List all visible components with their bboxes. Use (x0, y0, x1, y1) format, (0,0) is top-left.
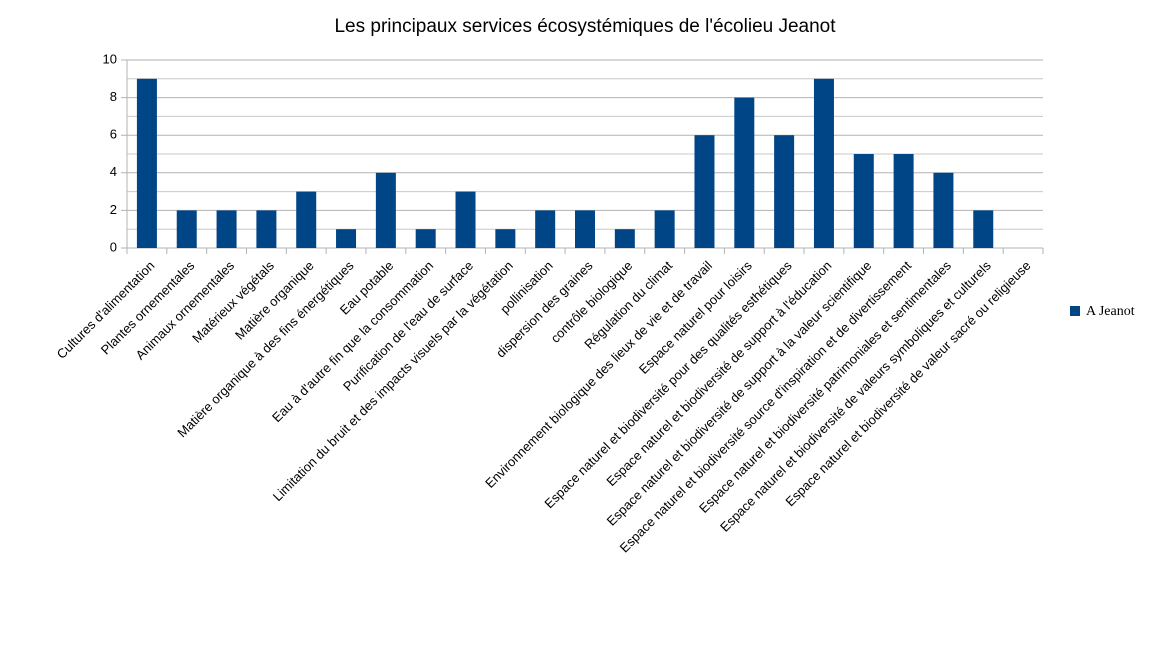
bar (734, 97, 755, 248)
bar (654, 210, 675, 248)
y-tick-label: 10 (103, 51, 117, 66)
bar (216, 210, 237, 248)
bar (853, 154, 874, 248)
bar (336, 229, 357, 248)
bar (575, 210, 595, 248)
bar (535, 210, 556, 248)
bar (136, 78, 157, 248)
bar (375, 172, 396, 248)
bar (774, 135, 795, 248)
bar (256, 210, 277, 248)
bar (296, 191, 317, 248)
bar (495, 229, 516, 248)
y-tick-label: 2 (110, 202, 117, 217)
y-tick-label: 8 (110, 89, 117, 104)
bar (614, 229, 635, 248)
bar (813, 78, 834, 248)
legend-label: A Jeanot (1086, 304, 1135, 319)
chart-title: Les principaux services écosystémiques d… (334, 16, 836, 37)
bar (176, 210, 197, 248)
bar (415, 229, 436, 248)
bar (694, 135, 715, 248)
y-tick-label: 4 (110, 164, 117, 179)
bar (455, 191, 476, 248)
bar (893, 154, 914, 248)
y-tick-label: 0 (110, 239, 117, 254)
bar (933, 172, 954, 248)
y-tick-label: 6 (110, 127, 117, 142)
bar (973, 210, 994, 248)
legend-swatch (1070, 306, 1080, 316)
